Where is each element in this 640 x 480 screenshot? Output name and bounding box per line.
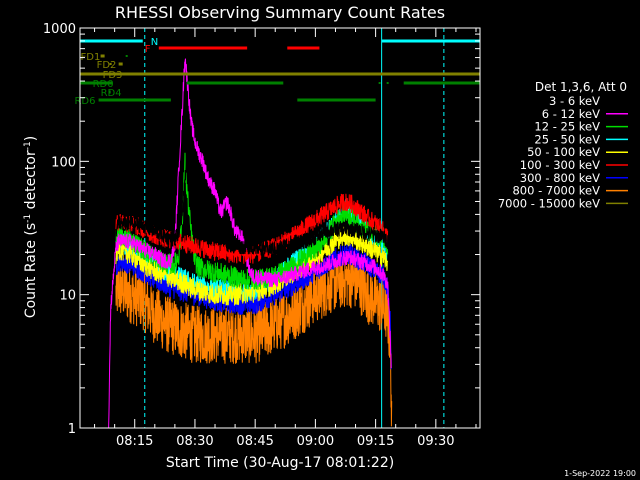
chart-title: RHESSI Observing Summary Count Rates — [115, 3, 445, 22]
legend-header: Det 1,3,6, Att 0 — [535, 80, 627, 94]
legend-label-4: 50 - 100 keV — [527, 145, 600, 159]
series-line-50-100-kev — [115, 226, 389, 306]
flag-label-n: N — [151, 37, 158, 48]
legend-label-3: 25 - 50 keV — [534, 132, 600, 146]
flag-label-fd1: FD1 — [81, 52, 101, 63]
series-line-6-12-kev — [108, 58, 392, 429]
flag-dot-1 — [378, 82, 381, 84]
flag-label-f: F — [145, 44, 151, 55]
flag-label-rd0: RD0 — [93, 79, 114, 90]
legend-label-8: 7000 - 15000 keV — [498, 196, 600, 210]
plot-axes: 08:15 08:30 08:45 09:00 09:15 09:30 1 10 100 1000 — [43, 22, 481, 449]
legend-label-0: 3 - 6 keV — [549, 94, 600, 108]
flag-label-fd3: FD3 — [103, 70, 123, 81]
series-line-3-6-kev — [115, 150, 389, 257]
flag-dot-3 — [109, 63, 112, 65]
plot-frame — [79, 27, 481, 429]
flag-label-rd4: RD4 — [101, 88, 122, 99]
legend-label-5: 100 - 300 keV — [520, 158, 600, 172]
y-tick-label: 100 — [51, 155, 76, 170]
x-tick-label: 08:30 — [176, 434, 213, 449]
render-timestamp: 1-Sep-2022 19:00 — [564, 469, 636, 478]
x-tick-label: 09:30 — [417, 434, 454, 449]
y-tick-label: 1000 — [43, 22, 76, 37]
legend-label-7: 800 - 7000 keV — [512, 184, 600, 198]
count-rate-series — [108, 58, 393, 429]
flag-label-rd6: RD6 — [74, 96, 95, 107]
x-tick-label: 08:45 — [236, 434, 273, 449]
x-tick-label: 09:15 — [357, 434, 394, 449]
flag-label-fd2: FD2 — [97, 60, 117, 71]
y-tick-label: 1 — [68, 422, 76, 437]
flag-dot-0 — [386, 82, 389, 84]
legend-label-1: 6 - 12 keV — [542, 107, 600, 121]
series-line-800-7000-kev — [115, 251, 393, 427]
x-axis-label: Start Time (30-Aug-17 08:01:22) — [166, 455, 394, 471]
legend-label-2: 12 - 25 keV — [534, 120, 600, 134]
legend-label-6: 300 - 800 keV — [520, 171, 600, 185]
x-tick-label: 08:15 — [116, 434, 153, 449]
y-axis-label: Count Rate (s-1 detector-1) — [23, 136, 39, 318]
x-tick-label: 09:00 — [297, 434, 334, 449]
y-tick-label: 10 — [59, 289, 76, 304]
flag-dot-2 — [125, 55, 128, 57]
